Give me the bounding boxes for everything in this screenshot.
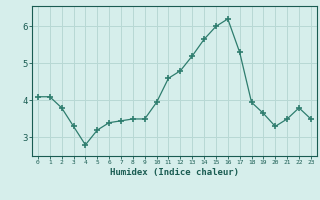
X-axis label: Humidex (Indice chaleur): Humidex (Indice chaleur) (110, 168, 239, 177)
